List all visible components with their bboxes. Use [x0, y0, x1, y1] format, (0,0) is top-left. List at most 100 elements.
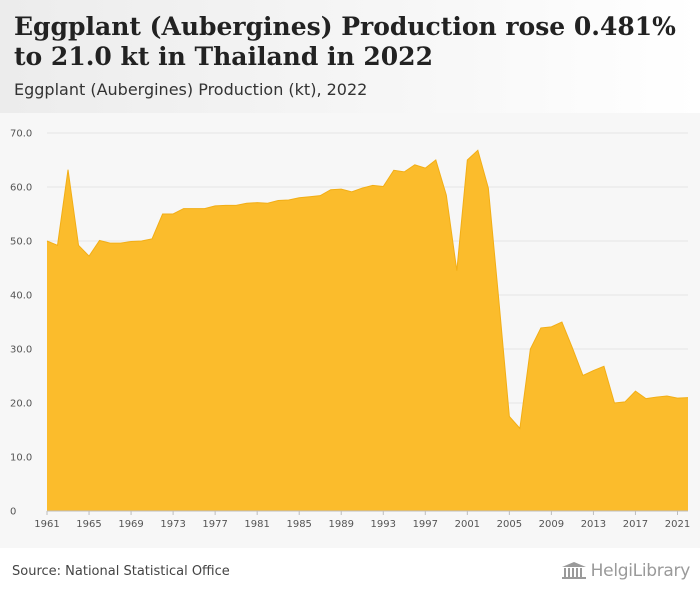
data-point	[382, 185, 384, 187]
x-tick-label: 1981	[244, 519, 269, 530]
axis-layer: 0 10.0 20.0 30.0 40.0 50.0 60.0 70.0 1961 1965 196…	[10, 129, 690, 531]
data-point	[77, 244, 79, 246]
data-point	[477, 149, 479, 151]
data-point	[130, 240, 132, 242]
data-point	[445, 194, 447, 196]
data-point	[424, 167, 426, 169]
data-point	[634, 390, 636, 392]
data-point	[340, 188, 342, 190]
chart-title: Eggplant (Aubergines) Production rose 0.…	[14, 12, 676, 71]
data-point	[624, 401, 626, 403]
x-tick-label: 1969	[118, 519, 143, 530]
data-point	[414, 164, 416, 166]
series-line	[46, 149, 689, 430]
data-point	[98, 239, 100, 241]
data-point	[245, 202, 247, 204]
data-point	[666, 395, 668, 397]
data-point	[109, 242, 111, 244]
data-point	[330, 189, 332, 191]
y-tick-label: 50.0	[10, 237, 32, 248]
y-tick-label: 60.0	[10, 183, 32, 194]
chart-footer: Source: National Statistical Office Helg…	[0, 548, 700, 596]
x-tick-label: 1993	[371, 519, 396, 530]
area-chart: 0 10.0 20.0 30.0 40.0 50.0 60.0 70.0 1961 1965 196…	[10, 129, 690, 531]
data-point	[151, 238, 153, 240]
data-point	[140, 240, 142, 242]
data-point	[298, 197, 300, 199]
x-tick-label: 2001	[455, 519, 480, 530]
data-point	[456, 270, 458, 272]
x-tick-label: 2005	[497, 519, 522, 530]
x-tick-label: 1973	[160, 519, 185, 530]
data-point	[309, 196, 311, 198]
data-point	[361, 187, 363, 189]
data-point	[277, 199, 279, 201]
data-point	[613, 402, 615, 404]
x-tick-label: 1977	[202, 519, 227, 530]
data-point	[655, 396, 657, 398]
y-tick-label: 10.0	[10, 453, 32, 464]
source-note: Source: National Statistical Office	[12, 564, 230, 579]
data-point	[161, 213, 163, 215]
y-tick-label: 30.0	[10, 345, 32, 356]
x-tick-label: 2021	[665, 519, 690, 530]
data-point	[266, 202, 268, 204]
data-point	[119, 242, 121, 244]
data-point	[351, 191, 353, 193]
data-point	[172, 213, 174, 215]
data-point	[687, 396, 689, 398]
x-tick-label: 1965	[76, 519, 101, 530]
data-point	[540, 327, 542, 329]
data-point	[435, 159, 437, 161]
data-point	[235, 204, 237, 206]
data-point	[529, 348, 531, 350]
data-point	[88, 255, 90, 257]
data-point	[46, 240, 48, 242]
series-area	[47, 150, 688, 511]
chart-area: 0 10.0 20.0 30.0 40.0 50.0 60.0 70.0 1961 1965 196…	[0, 113, 700, 548]
data-point	[487, 187, 489, 189]
data-point	[224, 204, 226, 206]
data-point	[287, 199, 289, 201]
x-tick-label: 2013	[581, 519, 606, 530]
helgi-library-logo[interactable]: HelgiLibrary	[561, 561, 690, 581]
area-layer	[46, 149, 689, 511]
data-point	[319, 194, 321, 196]
data-point	[603, 365, 605, 367]
chart-header: Eggplant (Aubergines) Production rose 0.…	[0, 0, 700, 113]
library-building-icon	[561, 562, 586, 579]
data-point	[372, 184, 374, 186]
data-point	[519, 427, 521, 429]
data-point	[498, 299, 500, 301]
data-point	[561, 321, 563, 323]
data-point	[466, 159, 468, 161]
data-point	[56, 244, 58, 246]
data-point	[645, 397, 647, 399]
x-tick-label: 2017	[623, 519, 648, 530]
data-point	[214, 205, 216, 207]
data-point	[203, 207, 205, 209]
x-tick-label: 1997	[413, 519, 438, 530]
data-point	[67, 169, 69, 171]
y-tick-label: 0	[10, 507, 16, 518]
y-tick-label: 40.0	[10, 291, 32, 302]
data-point	[592, 369, 594, 371]
data-point	[256, 201, 258, 203]
data-point	[508, 415, 510, 417]
data-point	[676, 397, 678, 399]
data-point	[182, 207, 184, 209]
x-tick-label: 1989	[329, 519, 354, 530]
data-point	[393, 169, 395, 171]
x-tick-label: 2009	[539, 519, 564, 530]
data-point	[193, 207, 195, 209]
data-point	[571, 347, 573, 349]
x-tick-label: 1985	[286, 519, 311, 530]
chart-subtitle: Eggplant (Aubergines) Production (kt), 2…	[14, 80, 368, 99]
x-tick-label: 1961	[34, 519, 59, 530]
y-tick-label: 20.0	[10, 399, 32, 410]
logo-text: HelgiLibrary	[590, 561, 691, 581]
y-tick-label: 70.0	[10, 129, 32, 140]
data-point	[550, 326, 552, 328]
data-point	[403, 171, 405, 173]
data-point	[582, 374, 584, 376]
